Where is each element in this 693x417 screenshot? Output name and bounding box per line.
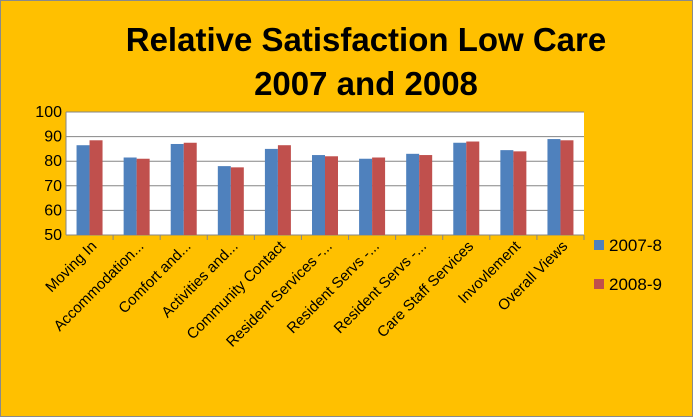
y-tick-label: 50 (44, 227, 62, 244)
legend-swatch-2007-8 (594, 240, 604, 250)
legend-label-2008-9: 2008-9 (609, 275, 662, 294)
bar-2008-9 (325, 156, 338, 235)
bar-2007-8 (123, 157, 137, 235)
chart-title: Relative Satisfaction Low Care (125, 21, 607, 58)
legend-label-2007-8: 2007-8 (609, 236, 662, 255)
legend-swatch-2008-9 (594, 279, 604, 289)
bar-2008-9 (560, 140, 574, 235)
bar-2008-9 (372, 157, 386, 235)
y-tick-label: 90 (44, 129, 62, 146)
bar-2008-9 (136, 158, 150, 235)
bar-2007-8 (547, 139, 561, 235)
bar-2007-8 (264, 148, 278, 235)
y-tick-label: 100 (35, 104, 62, 121)
bar-2008-9 (89, 140, 103, 235)
y-tick-label: 70 (44, 178, 62, 195)
bar-2008-9 (277, 145, 291, 235)
bar-2007-8 (312, 155, 325, 235)
bar-2007-8 (76, 145, 90, 235)
bar-2007-8 (217, 166, 231, 235)
bar-2008-9 (513, 151, 527, 235)
y-tick-label: 80 (44, 153, 62, 170)
bar-2007-8 (359, 158, 373, 235)
y-tick-label: 60 (44, 202, 62, 219)
bar-2008-9 (230, 167, 244, 235)
bar-2007-8 (406, 153, 420, 235)
bar-2007-8 (170, 143, 184, 235)
bar-2008-9 (419, 155, 433, 235)
bar-2008-9 (183, 142, 197, 235)
bar-2007-8 (500, 150, 514, 235)
chart-subtitle: 2007 and 2008 (254, 65, 478, 102)
bar-2007-8 (453, 142, 467, 235)
bar-2008-9 (466, 141, 480, 235)
